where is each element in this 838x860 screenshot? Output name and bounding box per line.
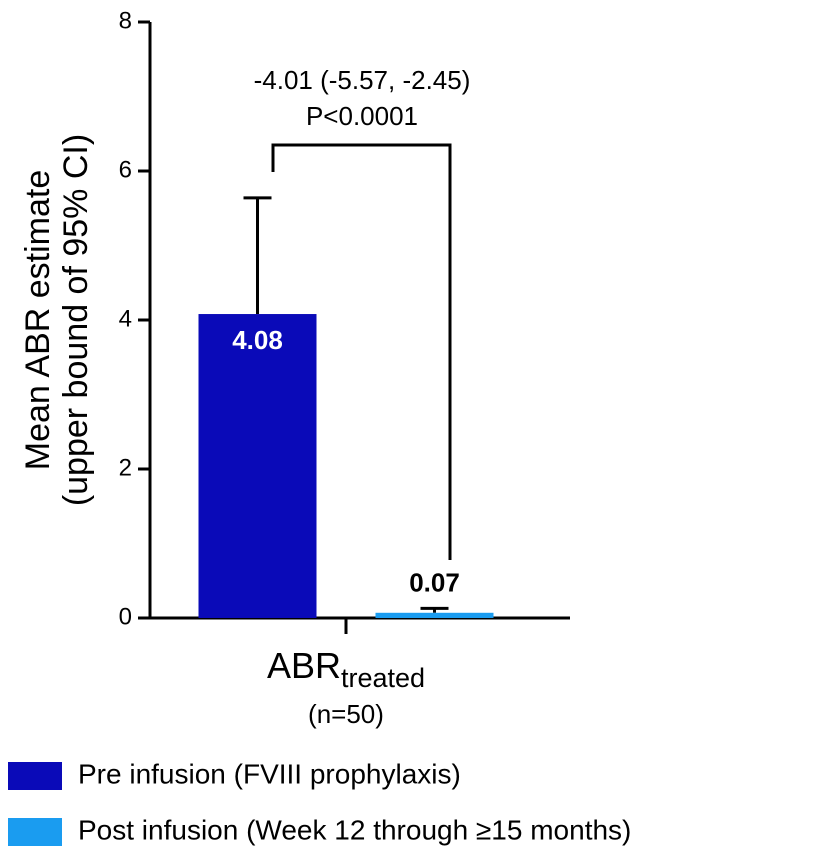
annotation: P<0.0001: [306, 101, 418, 131]
legend-swatch: [8, 762, 62, 790]
y-tick-label: 4: [119, 305, 132, 332]
y-axis-label: Mean ABR estimate: [19, 170, 57, 470]
annotation: -4.01 (-5.57, -2.45): [254, 65, 471, 95]
category: ABR: [267, 645, 341, 686]
legend-label: Pre infusion (FVIII prophylaxis): [78, 758, 461, 789]
significance-bracket: [271, 143, 452, 560]
legend-label: Post infusion (Week 12 through ≥15 month…: [78, 814, 631, 845]
bar: [198, 314, 317, 618]
y-axis-label: (upper bound of 95% CI): [57, 134, 95, 506]
y-tick-label: 0: [119, 603, 132, 630]
category-note: (n=50): [308, 699, 384, 729]
bar: [375, 612, 494, 618]
y-tick-label: 6: [119, 156, 132, 183]
legend-swatch: [8, 818, 62, 846]
x-tick-label: ABRtreated: [267, 645, 425, 694]
value-label: 0.07: [409, 568, 460, 598]
value-label: 4.08: [232, 325, 283, 355]
y-tick-label: 8: [119, 7, 132, 34]
y-tick-label: 2: [119, 454, 132, 481]
category-subscript: treated: [341, 663, 425, 693]
